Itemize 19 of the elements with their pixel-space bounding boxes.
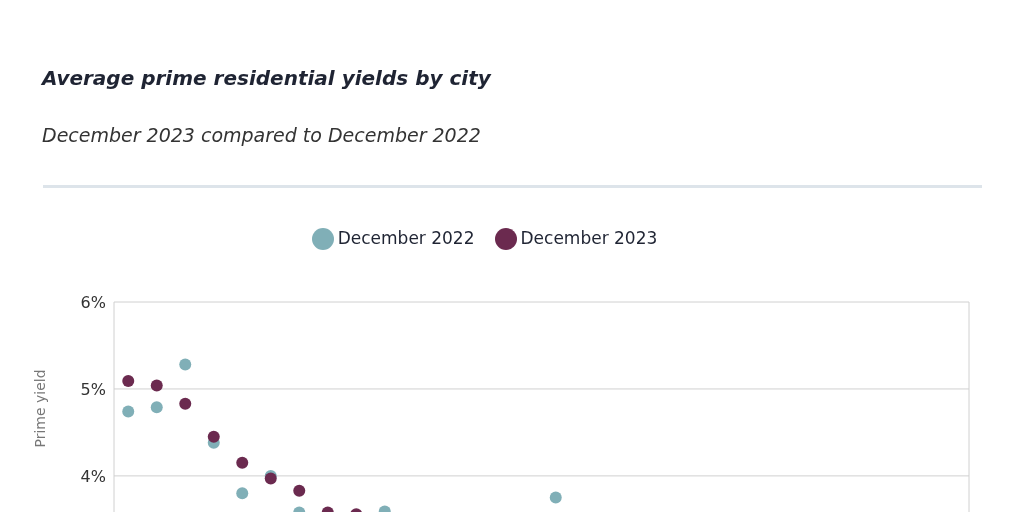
- y-axis-title: Prime yield: [31, 369, 48, 448]
- point: [150, 379, 163, 392]
- point: [293, 484, 306, 497]
- point: [150, 401, 163, 414]
- point: [179, 358, 192, 371]
- point: [236, 487, 249, 500]
- y-tick-label: 6%: [80, 292, 106, 312]
- legend-label: December 2022: [337, 228, 475, 248]
- point: [236, 456, 249, 469]
- point: [122, 405, 135, 418]
- chart-subtitle: December 2023 compared to December 2022: [42, 124, 481, 146]
- point: [122, 375, 135, 388]
- point: [549, 491, 562, 504]
- y-tick-label: 4%: [80, 466, 106, 486]
- y-tick-label: 5%: [80, 379, 106, 399]
- chart-title: Average prime residential yields by city: [42, 66, 491, 90]
- point: [179, 397, 192, 410]
- point: [207, 430, 220, 443]
- legend-label: December 2023: [520, 228, 658, 248]
